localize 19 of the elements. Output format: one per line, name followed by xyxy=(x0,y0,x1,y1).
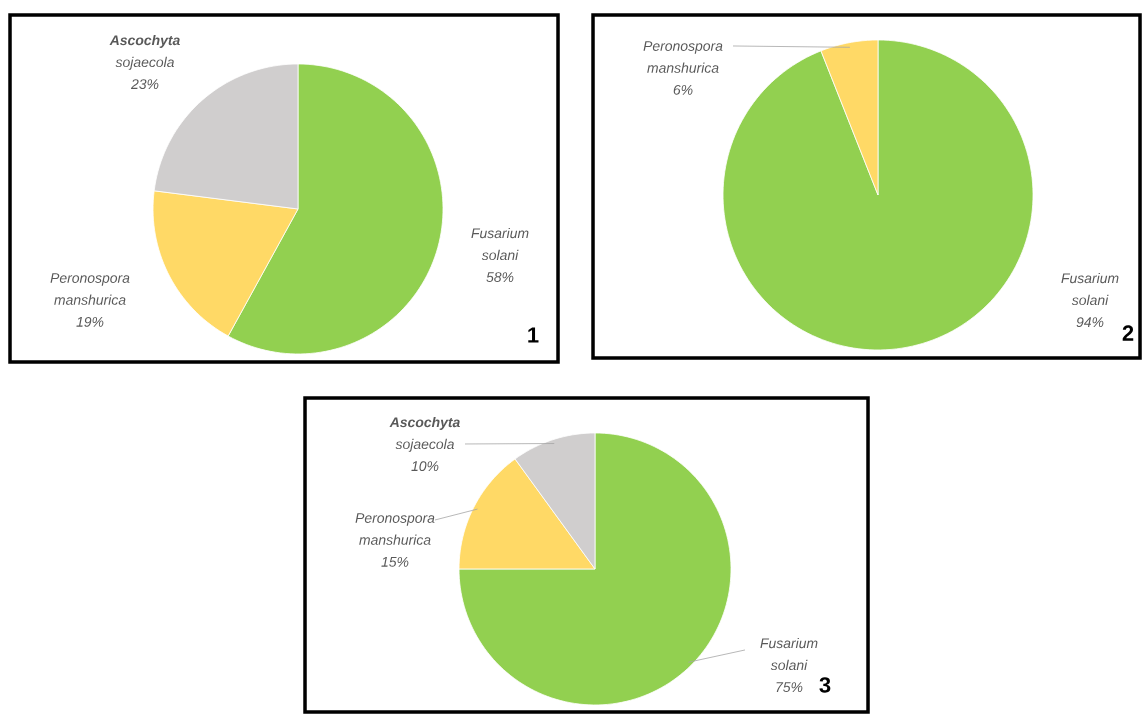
text: 1 xyxy=(528,327,539,343)
text: 2 xyxy=(1122,325,1134,341)
slice-label: Ascochyta sojaecola xyxy=(389,416,460,452)
slice-label: Ascochyta sojaecola xyxy=(109,34,180,70)
data-label: 6% xyxy=(673,84,693,95)
slice-label: Fusarium solani xyxy=(760,637,818,671)
data-label: 15% xyxy=(381,556,409,567)
slice-label: Peronospora manshurica xyxy=(355,513,435,545)
data-label: 75% xyxy=(776,682,803,693)
slice-label: Peronospora manshurica xyxy=(50,273,130,305)
text: 3 xyxy=(819,677,831,693)
data-label: 19% xyxy=(76,316,104,327)
slice-label: Peronospora manshurica xyxy=(643,41,723,73)
data-label: 94% xyxy=(1076,317,1104,328)
data-label: 23% xyxy=(130,79,159,90)
slice-label: Fusarium solani xyxy=(471,227,529,261)
data-label: 10% xyxy=(411,461,439,472)
data-label: 58% xyxy=(486,272,514,283)
slice-label: Fusarium solani xyxy=(1061,272,1119,306)
